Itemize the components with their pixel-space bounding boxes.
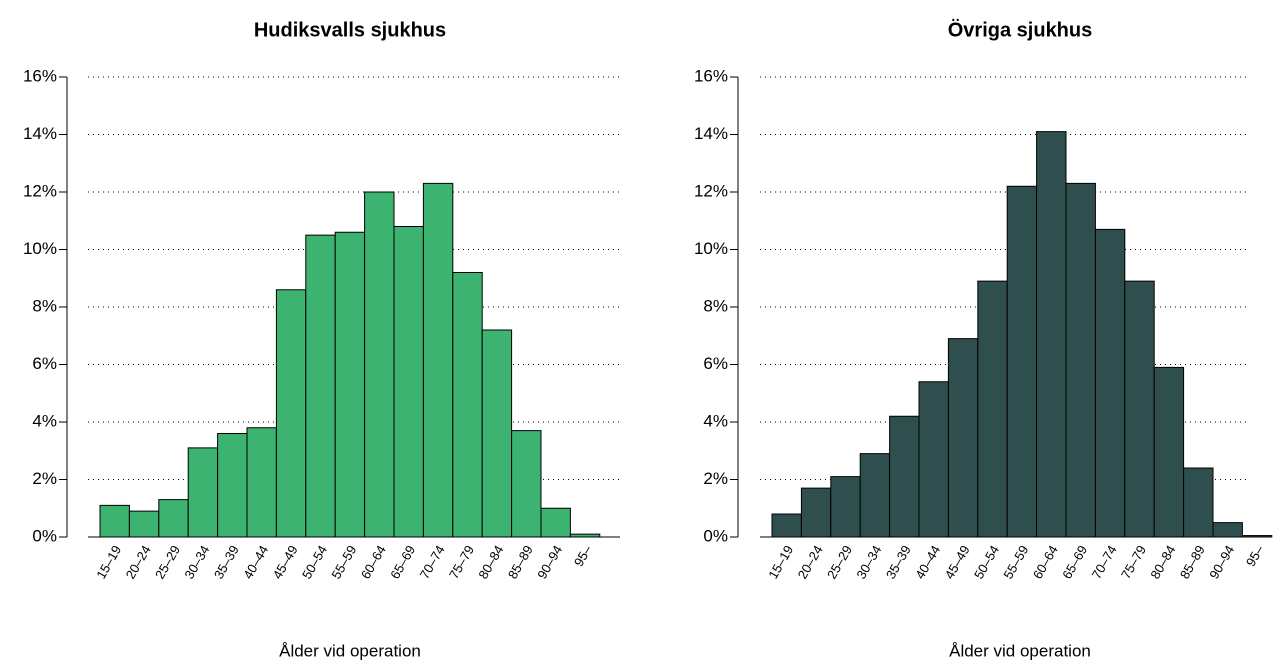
- x-tick-label: 75–79: [1118, 543, 1149, 582]
- x-tick-label: 65–69: [387, 543, 418, 582]
- x-tick-label: 80–84: [475, 543, 506, 582]
- y-tick-label: 14%: [23, 124, 57, 143]
- x-tick-label: 15–19: [765, 543, 796, 582]
- y-tick-label: 10%: [694, 239, 728, 258]
- bar: [334, 231, 366, 538]
- y-tick-label: 14%: [694, 124, 728, 143]
- chart-title: Övriga sjukhus: [948, 18, 1093, 41]
- bar: [1183, 467, 1214, 538]
- y-tick-label: 4%: [703, 411, 728, 430]
- bar: [1124, 280, 1155, 538]
- x-tick-label: 60–64: [358, 543, 389, 582]
- bar: [859, 453, 891, 538]
- bar: [422, 182, 454, 538]
- x-tick-label: 95–: [571, 542, 595, 569]
- bar: [364, 191, 395, 538]
- x-tick-label: 40–44: [240, 543, 271, 582]
- x-tick-label: 45–49: [270, 543, 301, 582]
- bar: [217, 433, 248, 538]
- bar: [540, 507, 571, 538]
- bar: [1241, 535, 1273, 538]
- x-tick-label: 20–24: [123, 543, 154, 582]
- x-tick-label: 30–34: [181, 543, 212, 582]
- x-tick-label: 80–84: [1147, 543, 1178, 582]
- x-tick-label: 60–64: [1030, 543, 1061, 582]
- y-tick-label: 8%: [703, 296, 728, 315]
- y-tick-label: 16%: [23, 66, 57, 85]
- bar: [947, 338, 979, 538]
- y-tick-label: 2%: [32, 469, 57, 488]
- bar: [99, 504, 130, 538]
- bar: [128, 510, 160, 538]
- bar: [977, 280, 1008, 538]
- x-tick-label: 30–34: [853, 543, 884, 582]
- bar: [1065, 182, 1096, 538]
- bar: [1006, 185, 1038, 538]
- x-tick-label: 90–94: [534, 543, 565, 582]
- x-tick-label: 20–24: [795, 543, 826, 582]
- bar: [305, 234, 336, 538]
- x-tick-label: 50–54: [971, 543, 1002, 582]
- y-tick-label: 6%: [703, 354, 728, 373]
- bar: [1094, 228, 1126, 538]
- bar: [246, 427, 277, 538]
- x-tick-label: 85–89: [505, 543, 536, 582]
- x-tick-label: 45–49: [942, 543, 973, 582]
- y-tick-label: 8%: [32, 296, 57, 315]
- bar: [918, 381, 949, 538]
- bar: [158, 499, 189, 538]
- x-tick-label: 40–44: [912, 543, 943, 582]
- bar: [1153, 366, 1185, 538]
- x-axis-label: Ålder vid operation: [279, 641, 421, 660]
- x-tick-label: 85–89: [1177, 543, 1208, 582]
- x-tick-label: 75–79: [446, 543, 477, 582]
- y-tick-label: 6%: [32, 354, 57, 373]
- x-tick-label: 25–29: [824, 543, 855, 582]
- x-tick-label: 70–74: [417, 543, 448, 582]
- bar: [511, 430, 542, 538]
- x-axis-label: Ålder vid operation: [949, 641, 1091, 660]
- x-tick-label: 55–59: [328, 543, 359, 582]
- bar: [830, 476, 861, 538]
- y-tick-label: 10%: [23, 239, 57, 258]
- y-tick-label: 0%: [32, 526, 57, 545]
- x-tick-label: 55–59: [1000, 543, 1031, 582]
- x-tick-label: 35–39: [211, 543, 242, 582]
- x-tick-label: 70–74: [1089, 543, 1120, 582]
- x-tick-label: 25–29: [152, 543, 183, 582]
- x-tick-label: 35–39: [883, 543, 914, 582]
- y-tick-label: 12%: [23, 181, 57, 200]
- y-tick-label: 4%: [32, 411, 57, 430]
- x-tick-label: 50–54: [299, 543, 330, 582]
- y-tick-label: 16%: [694, 66, 728, 85]
- bar: [481, 329, 513, 538]
- x-tick-label: 95–: [1243, 542, 1267, 569]
- bar: [1212, 522, 1243, 538]
- bar: [771, 513, 802, 538]
- bar: [187, 447, 219, 538]
- x-tick-label: 65–69: [1059, 543, 1090, 582]
- bar: [569, 533, 601, 538]
- bar: [800, 487, 832, 538]
- x-tick-label: 90–94: [1206, 543, 1237, 582]
- bar: [1036, 131, 1067, 538]
- y-tick-label: 0%: [703, 526, 728, 545]
- x-tick-label: 15–19: [93, 543, 124, 582]
- bar: [889, 415, 920, 538]
- y-tick-label: 12%: [694, 181, 728, 200]
- bar: [452, 272, 483, 538]
- chart-title: Hudiksvalls sjukhus: [254, 19, 446, 41]
- bar: [393, 226, 424, 538]
- bar: [275, 289, 307, 538]
- y-tick-label: 2%: [703, 469, 728, 488]
